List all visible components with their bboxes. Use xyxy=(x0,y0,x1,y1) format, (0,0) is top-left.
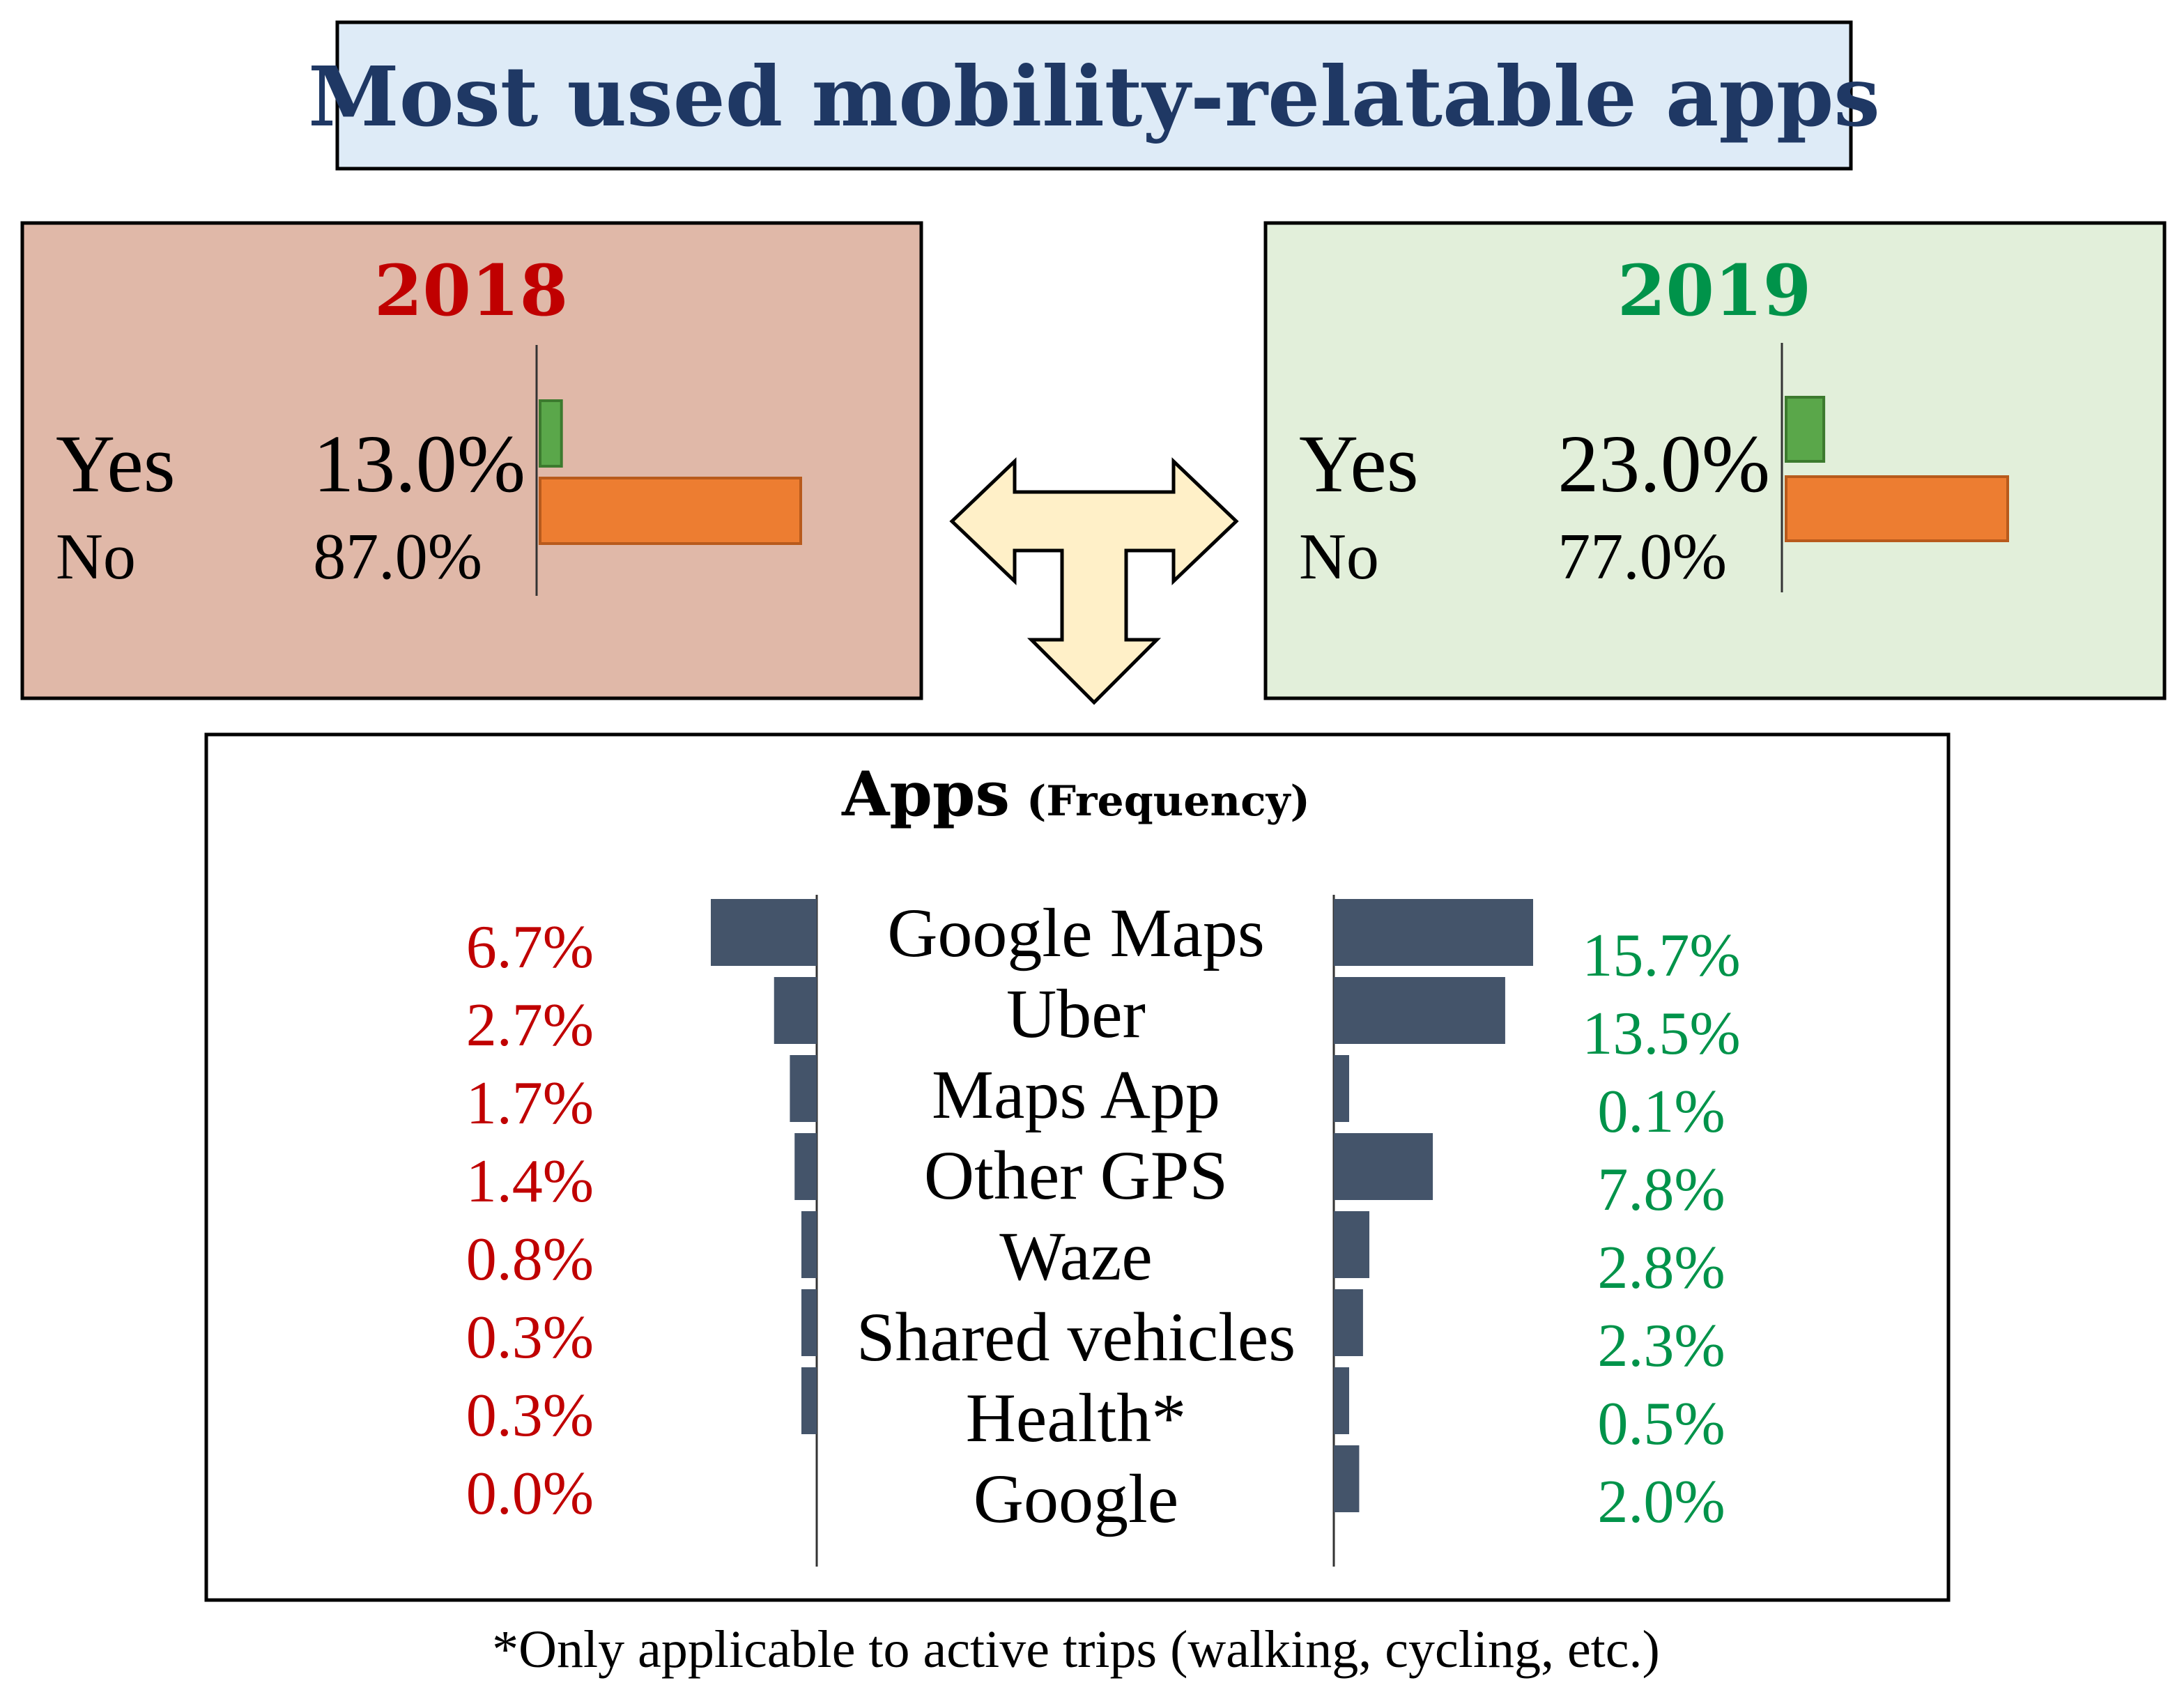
bar-2019-6 xyxy=(1334,1367,1349,1434)
panel-2019-yes-label: Yes xyxy=(1299,418,1419,509)
app-label-4: Waze xyxy=(999,1217,1153,1295)
value-2018-7: 0.0% xyxy=(466,1460,594,1528)
title-box xyxy=(335,20,1853,171)
value-2019-5: 2.3% xyxy=(1597,1312,1725,1380)
bar-2019-5 xyxy=(1334,1289,1363,1356)
app-label-2: Maps App xyxy=(932,1056,1220,1133)
bar-2018-1 xyxy=(774,977,817,1044)
value-2018-2: 1.7% xyxy=(466,1070,594,1137)
panel-2018-year: 2018 xyxy=(374,249,568,332)
apps-rows: 6.7% 15.7% Google Maps 2.7% 13.5% Uber 1.7% 0.1… xyxy=(466,894,1741,1537)
panel-2019-no-value: 77.0% xyxy=(1558,521,1727,593)
panel-2018-yes-bar xyxy=(539,399,563,468)
value-2018-1: 2.7% xyxy=(466,992,594,1059)
panel-2018-box xyxy=(20,221,923,700)
panel-2018-no-label: No xyxy=(56,521,136,593)
panel-2018-no-bar xyxy=(539,477,802,545)
panel-2019-yes-bar xyxy=(1785,396,1826,463)
figure-title: Most used mobility-relatable apps xyxy=(308,48,1880,145)
bar-2019-1 xyxy=(1334,977,1505,1044)
value-2019-2: 0.1% xyxy=(1597,1078,1725,1146)
panel-2019-year: 2019 xyxy=(1617,249,1811,332)
bar-2018-4 xyxy=(801,1211,817,1278)
value-2019-6: 0.5% xyxy=(1597,1390,1725,1458)
panel-2018-yes-value: 13.0% xyxy=(313,418,525,509)
bar-2018-3 xyxy=(794,1133,817,1200)
value-2019-7: 2.0% xyxy=(1597,1468,1725,1536)
value-2019-3: 7.8% xyxy=(1597,1156,1725,1224)
panel-2019-box xyxy=(1263,221,2167,700)
bar-2019-3 xyxy=(1334,1133,1433,1200)
panel-2018-no-value: 87.0% xyxy=(313,521,482,593)
bar-2018-0 xyxy=(711,899,817,966)
value-2019-1: 13.5% xyxy=(1582,1000,1740,1068)
panel-2019-no-bar xyxy=(1785,475,2009,542)
bar-2019-4 xyxy=(1334,1211,1370,1278)
bar-2019-7 xyxy=(1334,1445,1360,1512)
t-arrow-icon xyxy=(949,457,1239,705)
panel-2019-no-label: No xyxy=(1299,521,1379,593)
apps-panel-box xyxy=(204,732,1951,1602)
value-2018-4: 0.8% xyxy=(466,1226,594,1293)
value-2019-4: 2.8% xyxy=(1597,1234,1725,1302)
value-2018-6: 0.3% xyxy=(466,1382,594,1450)
bar-2018-2 xyxy=(790,1055,817,1122)
bar-2019-2 xyxy=(1334,1055,1349,1122)
app-label-6: Health* xyxy=(966,1379,1187,1456)
app-label-1: Uber xyxy=(1006,975,1146,1052)
panel-2019-yes-value: 23.0% xyxy=(1558,418,1770,509)
value-2018-5: 0.3% xyxy=(466,1304,594,1371)
panel-2018-yes-label: Yes xyxy=(56,418,176,509)
apps-heading-subtitle: (Frequency) xyxy=(1026,777,1310,826)
bar-2018-6 xyxy=(801,1367,817,1434)
app-label-7: Google xyxy=(974,1460,1178,1537)
app-label-3: Other GPS xyxy=(924,1137,1228,1214)
app-label-5: Shared vehicles xyxy=(856,1298,1295,1376)
value-2019-0: 15.7% xyxy=(1582,922,1740,990)
apps-heading-title: Apps xyxy=(841,758,1010,830)
value-2018-3: 1.4% xyxy=(466,1148,594,1215)
footnote: *Only applicable to active trips (walkin… xyxy=(492,1620,1660,1679)
app-label-0: Google Maps xyxy=(887,894,1265,971)
bar-2019-0 xyxy=(1334,899,1533,966)
bar-2018-5 xyxy=(801,1289,817,1356)
value-2018-0: 6.7% xyxy=(466,914,594,981)
apps-panel-heading: Apps (Frequency) xyxy=(841,758,1310,830)
